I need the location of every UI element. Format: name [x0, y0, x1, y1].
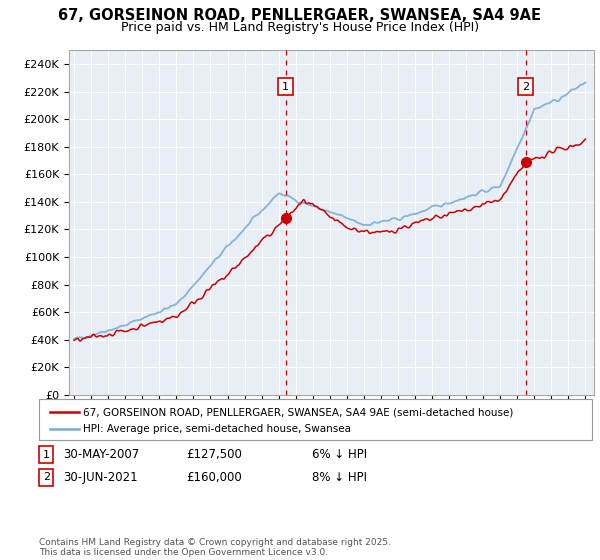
Text: 2: 2 — [522, 82, 529, 92]
Text: 30-MAY-2007: 30-MAY-2007 — [63, 448, 139, 461]
Text: Contains HM Land Registry data © Crown copyright and database right 2025.
This d: Contains HM Land Registry data © Crown c… — [39, 538, 391, 557]
Text: 2: 2 — [43, 472, 50, 482]
Text: 8% ↓ HPI: 8% ↓ HPI — [312, 470, 367, 484]
Text: HPI: Average price, semi-detached house, Swansea: HPI: Average price, semi-detached house,… — [83, 424, 351, 434]
Text: 1: 1 — [43, 450, 50, 460]
Text: 30-JUN-2021: 30-JUN-2021 — [63, 470, 137, 484]
Text: 67, GORSEINON ROAD, PENLLERGAER, SWANSEA, SA4 9AE: 67, GORSEINON ROAD, PENLLERGAER, SWANSEA… — [59, 8, 542, 24]
Text: 6% ↓ HPI: 6% ↓ HPI — [312, 448, 367, 461]
Text: £160,000: £160,000 — [186, 470, 242, 484]
Text: Price paid vs. HM Land Registry's House Price Index (HPI): Price paid vs. HM Land Registry's House … — [121, 21, 479, 34]
Text: £127,500: £127,500 — [186, 448, 242, 461]
Text: 1: 1 — [283, 82, 289, 92]
Text: 67, GORSEINON ROAD, PENLLERGAER, SWANSEA, SA4 9AE (semi-detached house): 67, GORSEINON ROAD, PENLLERGAER, SWANSEA… — [83, 407, 513, 417]
